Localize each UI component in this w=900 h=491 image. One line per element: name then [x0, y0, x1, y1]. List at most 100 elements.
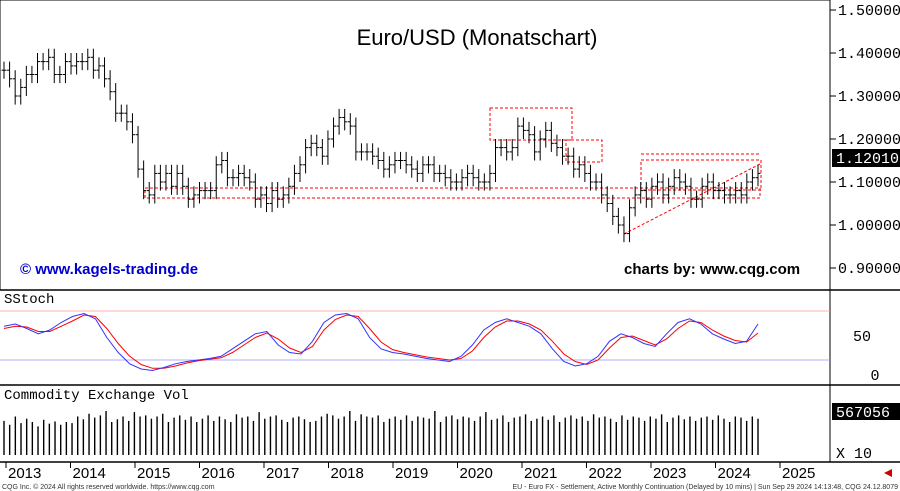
price-bar	[710, 173, 716, 200]
price-bar	[163, 164, 169, 191]
price-bar	[213, 156, 219, 200]
price-bar	[241, 164, 247, 187]
price-bar	[638, 182, 644, 204]
volume-label: Commodity Exchange Vol	[4, 388, 189, 404]
price-bar	[291, 164, 297, 195]
price-bar	[599, 173, 605, 204]
price-bar	[141, 160, 147, 200]
price-bar	[576, 156, 582, 178]
price-bar	[57, 65, 63, 84]
price-bar	[169, 164, 175, 195]
price-bar	[526, 121, 532, 144]
price-bar	[331, 117, 337, 148]
price-bar	[744, 173, 750, 204]
year-label: 2014	[73, 465, 106, 482]
price-bar	[353, 117, 359, 161]
price-bar	[459, 169, 465, 191]
price-bar	[381, 151, 387, 178]
price-bar	[492, 139, 498, 182]
price-bar	[102, 57, 108, 88]
price-bar	[74, 53, 80, 75]
price-bar	[7, 61, 13, 88]
price-bar	[671, 169, 677, 195]
year-label: 2022	[589, 465, 622, 482]
support-zone-box	[144, 187, 761, 199]
price-bar	[364, 143, 370, 161]
price-bar	[286, 177, 292, 204]
price-bar	[682, 173, 688, 195]
price-bar	[113, 83, 119, 122]
price-bar	[582, 156, 588, 182]
sstoch-d-line	[3, 314, 759, 369]
price-bar	[721, 182, 727, 204]
price-bar	[79, 53, 85, 71]
price-tick-label: 0.90000	[838, 261, 900, 278]
price-bar	[118, 104, 124, 122]
price-bar	[247, 169, 253, 191]
price-bar	[107, 70, 113, 101]
scroll-arrow-icon[interactable]	[884, 469, 892, 477]
price-bar	[1, 61, 7, 79]
price-bar	[308, 134, 314, 157]
year-label: 2025	[782, 465, 815, 482]
price-bar	[560, 139, 566, 165]
price-bar	[632, 186, 638, 217]
price-bar	[29, 65, 35, 84]
price-bar	[733, 182, 739, 204]
price-bar	[532, 126, 538, 161]
price-bar	[442, 164, 448, 187]
price-bar	[85, 48, 91, 71]
price-bar	[414, 160, 420, 182]
price-bar	[358, 143, 364, 161]
price-bar	[699, 177, 705, 208]
price-bar	[716, 182, 722, 200]
price-bar	[196, 182, 202, 204]
price-bar	[40, 53, 46, 71]
price-bar	[420, 156, 426, 182]
price-bar	[202, 182, 208, 200]
volume-last-bg	[832, 403, 900, 420]
price-bar	[537, 130, 543, 161]
price-bar	[129, 113, 135, 144]
volume-multiplier: X 10	[836, 446, 872, 463]
price-bar	[18, 78, 24, 105]
year-label: 2019	[395, 465, 428, 482]
price-bar	[437, 164, 443, 182]
price-bar	[314, 134, 320, 157]
price-bar	[258, 186, 264, 208]
range-box-2023	[640, 159, 762, 191]
price-bar	[755, 164, 761, 187]
price-bar	[23, 65, 29, 96]
price-bar	[565, 147, 571, 165]
price-bar	[453, 173, 459, 191]
price-bar	[649, 177, 655, 208]
price-bar	[738, 182, 744, 204]
price-bar	[325, 130, 331, 165]
year-label: 2013	[8, 465, 41, 482]
price-bar	[51, 48, 57, 84]
price-bar	[688, 177, 694, 208]
price-bar	[481, 173, 487, 191]
price-bar	[236, 164, 242, 187]
price-bar	[660, 173, 666, 204]
price-bar	[224, 151, 230, 187]
price-bar	[252, 173, 258, 208]
price-bar	[476, 169, 482, 191]
price-tick-label: 1.00000	[838, 218, 900, 235]
price-bar	[705, 173, 711, 195]
volume-bars	[3, 411, 759, 455]
price-bar	[727, 186, 733, 204]
price-bar	[275, 182, 281, 208]
year-label: 2015	[137, 465, 170, 482]
price-bar	[90, 48, 96, 79]
price-bar	[554, 134, 560, 157]
price-bar	[62, 53, 68, 84]
price-bar	[677, 169, 683, 191]
year-label: 2023	[653, 465, 686, 482]
price-bar	[319, 139, 325, 165]
price-bar	[68, 53, 74, 75]
price-bar	[342, 108, 348, 131]
price-bar	[96, 57, 102, 79]
sstoch-k-line	[3, 312, 759, 372]
price-bar	[191, 186, 197, 208]
